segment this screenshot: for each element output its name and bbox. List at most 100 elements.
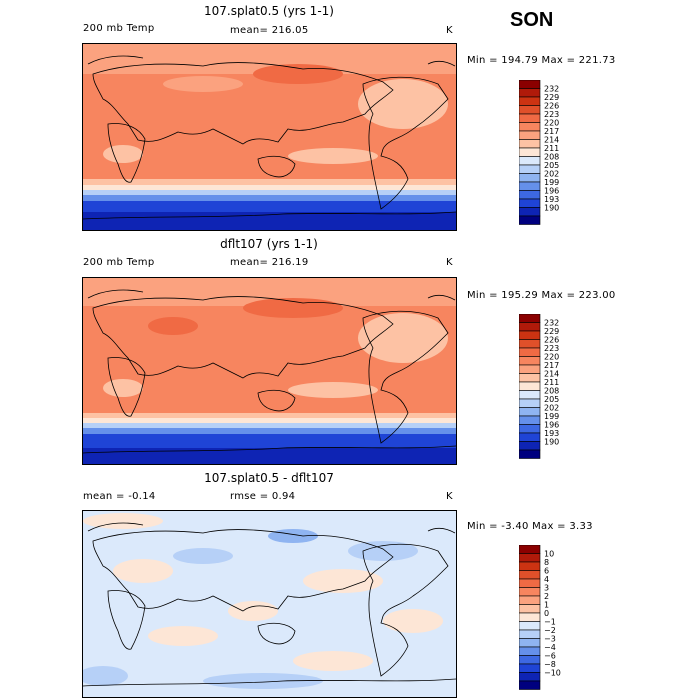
colorbar-swatch xyxy=(519,612,541,622)
colorbar-swatch xyxy=(519,322,541,332)
colorbar-tick-label: −8 xyxy=(544,660,556,669)
colorbar-tick-label: −3 xyxy=(544,635,556,644)
panel2-title: dflt107 (yrs 1-1) xyxy=(220,237,318,251)
colorbar-swatch xyxy=(519,595,541,605)
colorbar-swatch xyxy=(519,373,541,383)
colorbar-tick-label: 217 xyxy=(544,361,559,370)
colorbar-tick-label: 0 xyxy=(544,609,549,618)
colorbar-tick-label: 190 xyxy=(544,204,559,213)
panel2-units: K xyxy=(446,257,453,268)
colorbar-swatch xyxy=(519,173,541,183)
panel3-units: K xyxy=(446,491,453,502)
colorbar-swatch xyxy=(519,381,541,391)
colorbar-tick-label: 208 xyxy=(544,153,559,162)
colorbar-swatch xyxy=(519,207,541,217)
colorbar-tick-label: 196 xyxy=(544,187,559,196)
colorbar-tick-label: 3 xyxy=(544,584,549,593)
colorbar-tick-label: 214 xyxy=(544,136,559,145)
colorbar-swatch xyxy=(519,587,541,597)
colorbar-swatch xyxy=(519,672,541,682)
colorbar-tick-label: −4 xyxy=(544,643,556,652)
panel3-left-label: mean = -0.14 xyxy=(83,491,156,502)
coastlines xyxy=(83,522,456,687)
colorbar-swatch xyxy=(519,390,541,400)
panel3-minmax: Min = -3.40 Max = 3.33 xyxy=(467,521,593,532)
colorbar-swatch xyxy=(519,96,541,106)
panel1-left-label: 200 mb Temp xyxy=(83,23,155,34)
colorbar-tick-label: 232 xyxy=(544,319,559,328)
colorbar-tick-label: 190 xyxy=(544,438,559,447)
colorbar-tick-label: 199 xyxy=(544,178,559,187)
colorbar-swatch xyxy=(519,80,541,89)
panel3-map xyxy=(82,510,457,698)
colorbar-swatch xyxy=(519,432,541,442)
colorbar-tick-label: 226 xyxy=(544,102,559,111)
colorbar-tick-label: 202 xyxy=(544,170,559,179)
colorbar-swatch xyxy=(519,680,541,690)
colorbar-tick-label: 211 xyxy=(544,378,559,387)
colorbar-tick-label: 8 xyxy=(544,558,549,567)
colorbar-swatch xyxy=(519,139,541,149)
coastlines xyxy=(83,55,456,220)
colorbar-swatch xyxy=(519,407,541,417)
colorbar-tick-label: 229 xyxy=(544,327,559,336)
colorbar-tick-label: 214 xyxy=(544,370,559,379)
colorbar-swatch xyxy=(519,655,541,665)
colorbar-swatch xyxy=(519,122,541,132)
colorbar-swatch xyxy=(519,130,541,140)
colorbar-swatch xyxy=(519,147,541,157)
panel1-map xyxy=(82,43,457,231)
panel2-colorbar: 232 229 226 223 220 217 214 211 208 205 202 199 196 1… xyxy=(519,314,569,462)
colorbar-tick-label: 199 xyxy=(544,412,559,421)
colorbar-tick-label: 208 xyxy=(544,387,559,396)
colorbar-swatch xyxy=(519,190,541,200)
panel1-minmax: Min = 194.79 Max = 221.73 xyxy=(467,55,616,66)
colorbar-swatch xyxy=(519,105,541,115)
colorbar-tick-label: −1 xyxy=(544,618,556,627)
colorbar-swatch xyxy=(519,545,541,554)
colorbar-tick-label: 205 xyxy=(544,161,559,170)
colorbar-swatch xyxy=(519,570,541,580)
colorbar-swatch xyxy=(519,347,541,357)
colorbar-swatch xyxy=(519,621,541,631)
colorbar-swatch xyxy=(519,646,541,656)
colorbar-swatch xyxy=(519,164,541,174)
colorbar-tick-label: −6 xyxy=(544,652,556,661)
panel1-units: K xyxy=(446,25,453,36)
panel2-left-label: 200 mb Temp xyxy=(83,257,155,268)
colorbar-swatch xyxy=(519,638,541,648)
coastlines xyxy=(83,289,456,454)
panel2-map xyxy=(82,277,457,465)
colorbar-swatch xyxy=(519,604,541,614)
colorbar-tick-label: 220 xyxy=(544,119,559,128)
colorbar-tick-label: 2 xyxy=(544,592,549,601)
colorbar-tick-label: −10 xyxy=(544,669,561,678)
panel1-center-label: mean= 216.05 xyxy=(230,25,309,36)
colorbar-tick-label: 226 xyxy=(544,336,559,345)
colorbar-swatch xyxy=(519,314,541,323)
colorbar-tick-label: 223 xyxy=(544,110,559,119)
colorbar-tick-label: 205 xyxy=(544,395,559,404)
colorbar-swatch xyxy=(519,156,541,166)
colorbar-tick-label: 193 xyxy=(544,429,559,438)
colorbar-swatch xyxy=(519,449,541,459)
panel1-colorbar: 232 229 226 223 220 217 214 211 208 205 202 199 196 1… xyxy=(519,80,569,228)
colorbar-swatch xyxy=(519,561,541,571)
season-label: SON xyxy=(510,9,554,31)
colorbar-tick-label: 1 xyxy=(544,601,549,610)
panel2-center-label: mean= 216.19 xyxy=(230,257,309,268)
colorbar-swatch xyxy=(519,578,541,588)
colorbar-tick-label: 202 xyxy=(544,404,559,413)
colorbar-tick-label: 193 xyxy=(544,195,559,204)
colorbar-swatch xyxy=(519,88,541,98)
colorbar-tick-label: 220 xyxy=(544,353,559,362)
colorbar-tick-label: 10 xyxy=(544,550,554,559)
colorbar-swatch xyxy=(519,339,541,349)
panel3-title: 107.splat0.5 - dflt107 xyxy=(204,471,334,485)
colorbar-swatch xyxy=(519,198,541,208)
colorbar-swatch xyxy=(519,441,541,451)
colorbar-swatch xyxy=(519,424,541,434)
colorbar-swatch xyxy=(519,553,541,563)
colorbar-tick-label: 196 xyxy=(544,421,559,430)
colorbar-swatch xyxy=(519,215,541,225)
